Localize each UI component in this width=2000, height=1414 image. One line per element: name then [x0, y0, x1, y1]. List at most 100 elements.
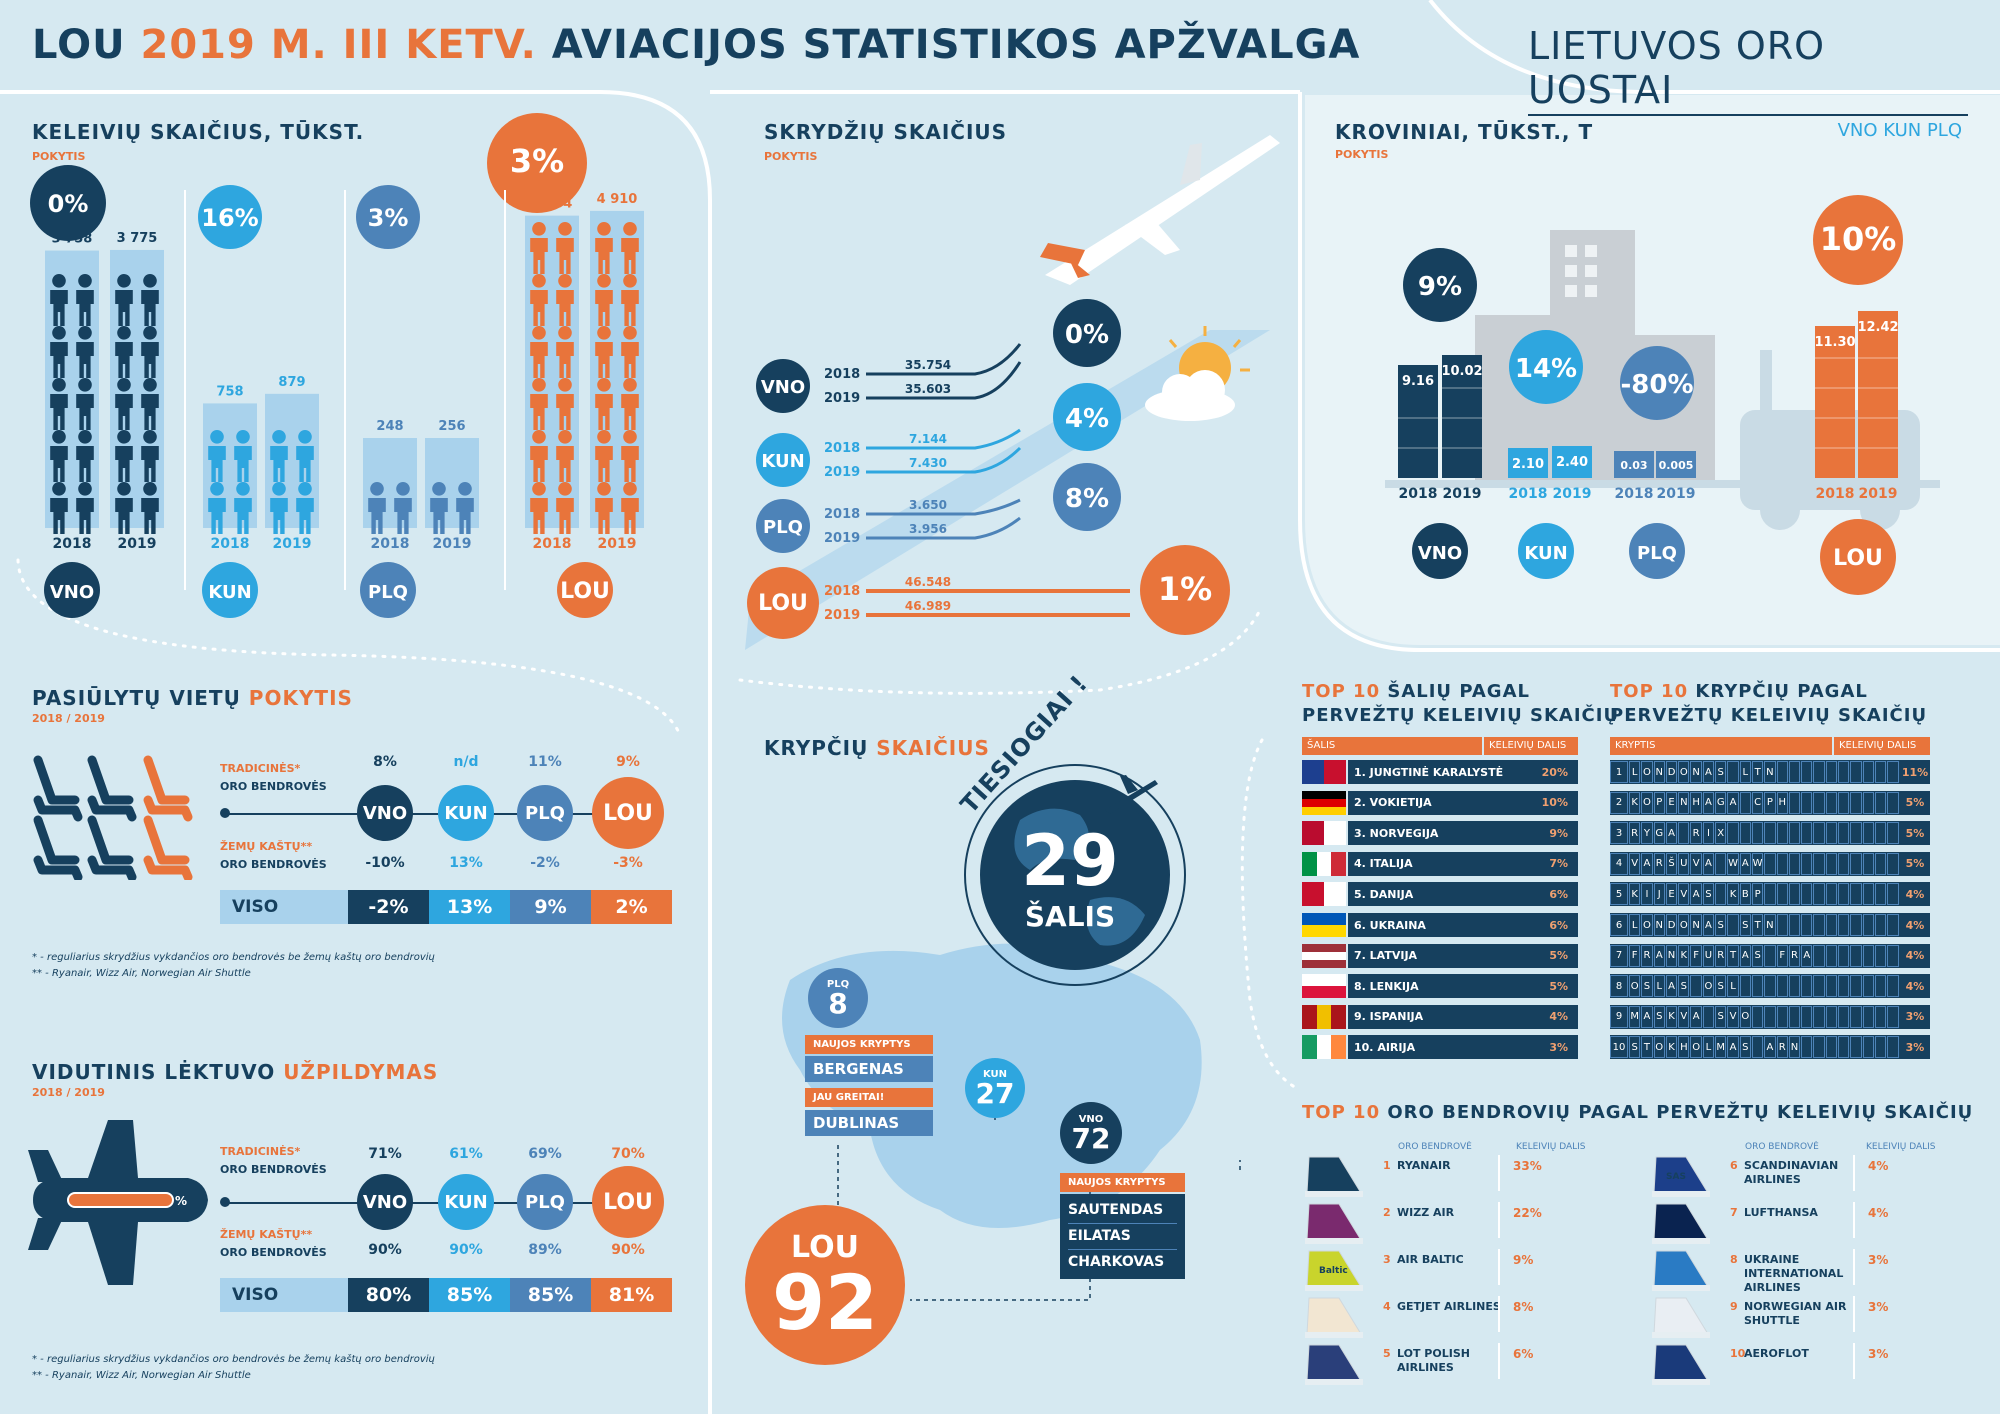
trad-value: 69% — [528, 1146, 562, 1162]
cargo-change-circle — [1509, 330, 1583, 404]
country-name: 1. JUNGTINĖ KARALYSTĖ — [1354, 765, 1504, 779]
airline-name: WIZZ AIR — [1397, 1206, 1455, 1219]
flag-stripe — [1331, 1004, 1347, 1029]
person-icon — [532, 378, 546, 392]
airline-tail-icon — [1652, 1250, 1710, 1291]
airlines-left-header-name: ORO BENDROVĖ — [1398, 1142, 1472, 1152]
top-dest-header-share: KELEIVIŲ DALIS — [1834, 737, 1930, 755]
letter-cell — [1776, 852, 1788, 875]
cargo-change-value: -80% — [1620, 370, 1693, 400]
person-icon — [623, 430, 637, 444]
top-countries-title-1: TOP 10 — [1302, 681, 1381, 702]
person-body — [530, 290, 548, 326]
letter-cell — [1862, 761, 1874, 783]
letter-cell: V — [1727, 1005, 1739, 1028]
letter-cell — [1874, 883, 1887, 906]
destination-share: 4% — [1905, 918, 1925, 932]
destination-row: 7 F R A N K F U R T A S F R A 4% — [1610, 943, 1930, 968]
person-body — [430, 498, 448, 534]
load-axis-dot — [220, 1197, 230, 1207]
letter-cell: A — [1690, 1005, 1702, 1028]
airport-circle: KUN — [438, 785, 494, 841]
destination-rank: 10 — [1610, 1036, 1628, 1059]
passenger-change-value: 16% — [201, 204, 258, 232]
letter-cell: A — [1739, 944, 1751, 967]
person-body — [556, 446, 574, 482]
letter-cell: K — [1665, 1036, 1678, 1059]
cargo-value: 2.10 — [1512, 457, 1544, 472]
letter-cell — [1838, 822, 1850, 845]
letter-cell: F — [1776, 944, 1788, 967]
person-icon — [52, 274, 66, 288]
person-body — [621, 290, 639, 326]
letter-cell: I — [1641, 883, 1653, 906]
letter-cell — [1825, 1005, 1838, 1028]
country-flag-icon — [1302, 1004, 1347, 1029]
country-row: 10. AIRIJA 3% — [1348, 1035, 1578, 1060]
seats-axis-line — [225, 813, 625, 815]
seats-title-2: POKYTIS — [248, 686, 353, 710]
airport-circle: KUN — [438, 1174, 494, 1230]
flag-stripe — [1302, 1035, 1317, 1060]
person-body — [530, 342, 548, 378]
airline-share: 22% — [1513, 1206, 1542, 1220]
letter-cell: R — [1776, 1036, 1788, 1059]
tail-fin — [1653, 1250, 1709, 1288]
vno-new-route-3: CHARKOVAS — [1068, 1254, 1165, 1270]
letter-cell — [1874, 914, 1887, 936]
passenger-airport-circle — [557, 562, 613, 618]
person-body — [621, 342, 639, 378]
person-body — [621, 498, 639, 534]
airline-share: 9% — [1513, 1253, 1534, 1267]
person-icon — [143, 274, 157, 288]
seats-title: PASIŪLYTŲ VIETŲ POKYTIS — [32, 686, 353, 710]
airline-divider — [1498, 1296, 1500, 1332]
person-body — [621, 238, 639, 274]
letter-cell — [1850, 1036, 1862, 1059]
letter-cell — [1825, 1036, 1838, 1059]
country-name: 7. LATVIJA — [1354, 949, 1418, 963]
tail-base — [1305, 1191, 1363, 1197]
trad-value: 8% — [373, 754, 397, 770]
seats-title-1: PASIŪLYTŲ VIETŲ — [32, 686, 241, 710]
letter-cell: O — [1702, 975, 1715, 998]
flag-stripe — [1302, 798, 1346, 807]
letter-cell: O — [1641, 914, 1653, 936]
tail-base — [1305, 1238, 1363, 1244]
seats-low-label-2: ORO BENDROVĖS — [220, 858, 327, 871]
flight-change-value: 8% — [1065, 484, 1109, 514]
flight-airport-circle — [747, 567, 819, 639]
passenger-change-circle — [30, 165, 106, 241]
letter-cell — [1764, 944, 1776, 967]
destination-row: 6 L O N D O N A S S T N 4% — [1610, 913, 1930, 937]
letter-cell: V — [1678, 883, 1690, 906]
total-value: 9% — [510, 890, 591, 924]
airline-rank: 8 — [1730, 1253, 1738, 1266]
flight-line-2019 — [866, 361, 1022, 400]
letter-cell — [1801, 914, 1813, 936]
letter-cell — [1801, 1005, 1813, 1028]
country-flag-icon — [1302, 851, 1347, 876]
person-body — [234, 446, 252, 482]
title-part-2: 2019 M. III KETV. — [140, 22, 537, 68]
letter-cell — [1751, 1036, 1764, 1059]
tail-base — [1305, 1332, 1363, 1338]
letter-cell — [1739, 791, 1751, 814]
airline-share: 3% — [1868, 1253, 1889, 1267]
letter-cell: N — [1764, 761, 1776, 783]
destination-share: 4% — [1905, 887, 1925, 901]
person-body — [621, 446, 639, 482]
letter-cell: N — [1653, 761, 1665, 783]
person-body — [556, 498, 574, 534]
person-icon — [78, 482, 92, 496]
airline-divider — [1853, 1155, 1855, 1191]
plq-routes-code: PLQ — [826, 978, 850, 990]
trad-value: 61% — [449, 1146, 483, 1162]
flight-change-circle — [1053, 383, 1121, 451]
seats-period: 2018 / 2019 — [32, 712, 105, 725]
flag-stripe — [1302, 1004, 1317, 1029]
letter-cell — [1788, 975, 1801, 998]
flight-line-2018 — [866, 498, 1021, 516]
cargo-airport-code: LOU — [1833, 546, 1883, 571]
